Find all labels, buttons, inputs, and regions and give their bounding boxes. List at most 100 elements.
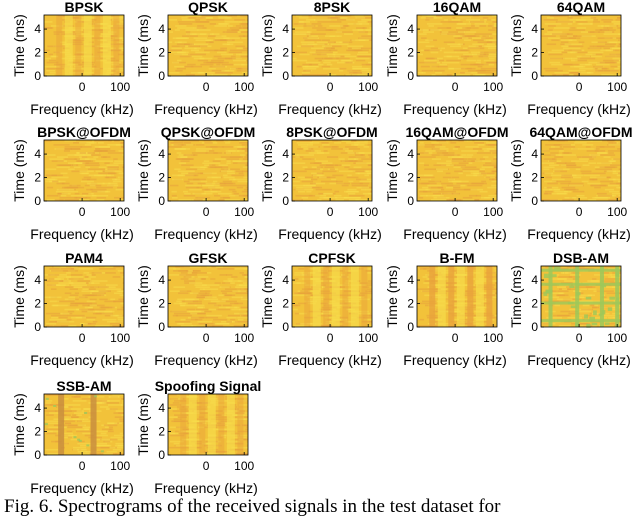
heatmap-cell [339,302,357,305]
heatmap-cell [191,420,205,423]
heatmap-cell [209,65,226,68]
heatmap-cell [188,172,205,175]
heatmap-cell [471,322,480,325]
plot-frame [43,393,125,456]
heatmap-cell [347,192,356,195]
heatmap-cell [178,292,189,295]
heatmap-cell [168,268,177,270]
heatmap-cell [196,148,212,150]
heatmap-cell [542,322,551,325]
heatmap-cell [545,176,552,179]
heatmap-cell [334,196,348,199]
heatmap-cell [600,180,614,183]
heatmap-cell [195,286,210,288]
heatmap-cell [302,166,308,169]
heatmap-cell [96,196,107,199]
heatmap-band [361,266,368,327]
heatmap-band [475,266,484,327]
heatmap-cell [476,152,491,154]
heatmap-cell [464,31,477,33]
heatmap-cell [570,296,577,299]
heatmap-cell [242,282,248,284]
heatmap-cell [361,158,372,160]
heatmap-cell [541,198,559,201]
heatmap-cell [493,314,497,317]
heatmap-cell [66,430,73,433]
heatmap-cells [168,394,248,455]
heatmap-cell [459,156,472,158]
heatmap-cell [234,320,248,323]
heatmap-cell [451,156,460,158]
heatmap-cell [168,146,182,148]
heatmap-cell [428,180,442,183]
heatmap-cell [220,290,238,293]
heatmap-cell [306,19,317,21]
heatmap-cell [316,29,332,31]
x-tick-label: 0 [452,205,459,219]
heatmap-cell [103,440,111,443]
heatmap-cell [235,408,248,410]
heatmap-cell [428,17,443,19]
heatmap-cell [177,170,195,173]
heatmap-cell [569,285,575,288]
heatmap-cell [451,19,461,21]
heatmap-cell [44,420,62,423]
heatmap-cell [419,318,425,321]
heatmap-cell [75,19,90,21]
plot-frame [167,393,249,456]
heatmap-cell [609,182,621,185]
heatmap-cell [468,324,480,327]
heatmap-cell [183,194,196,197]
heatmap-cell [241,144,248,146]
heatmap-cell [328,29,334,31]
x-axis-label: Frequency (kHz) [527,101,630,117]
heatmap-cell [75,428,89,431]
heatmap-cell [358,37,367,39]
heatmap-cell [471,278,476,280]
heatmap-cell [314,19,332,21]
heatmap-cell [218,294,225,297]
heatmap-cell [214,158,227,160]
heatmap-cell [325,164,338,167]
heatmap-cell [199,290,211,293]
heatmap-cell [456,29,471,31]
heatmap-cell [316,166,324,169]
y-tick-label: 4 [158,273,165,287]
heatmap-cell [187,272,192,274]
heatmap-cell [121,306,124,309]
heatmap-cell [304,39,322,42]
heatmap-cell [462,320,470,323]
heatmap-cells [44,266,124,327]
heatmap-cell [615,19,620,21]
x-axis-label: Frequency (kHz) [30,226,133,242]
heatmap-cell [435,57,443,60]
y-tick-label: 2 [34,425,41,439]
heatmap-cell [49,59,57,62]
heatmap-cell [452,186,461,189]
heatmap-cell [237,400,248,402]
heatmap-cell [329,35,339,37]
heatmap-cell [593,19,598,21]
heatmap-cell [564,272,580,274]
heatmap-cell [238,418,248,421]
heatmap-cell [307,144,314,146]
heatmap-cell [177,27,195,29]
heatmap-cell [344,25,350,27]
heatmap-cell [215,410,228,412]
heatmap-cell [619,310,621,313]
heatmap-cell [464,55,469,58]
heatmap-cell [173,418,182,421]
heatmap-cell [190,292,199,295]
heatmap-cell [114,196,124,199]
heatmap-cell [309,33,326,35]
heatmap-cell [616,186,621,189]
heatmap-cell [464,140,473,142]
heatmap-cell [238,21,248,23]
heatmap-cell [561,186,576,189]
heatmap-cell [75,302,93,305]
heatmap-cell [184,192,191,195]
heatmap-cell [601,19,613,21]
heatmap-cell [96,186,113,189]
heatmap-cell [188,45,200,48]
heatmap-cell [213,322,230,325]
